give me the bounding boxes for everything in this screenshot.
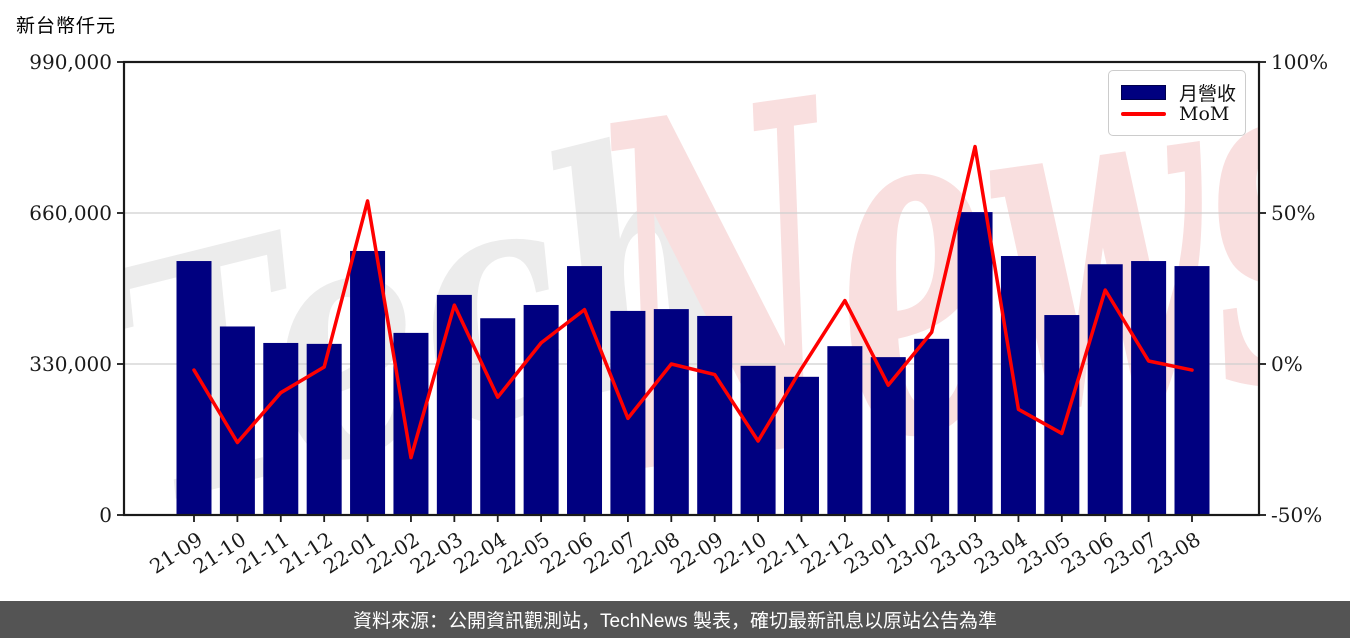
revenue-bar-22-11 [783,376,819,515]
revenue-mom-chart: TechNews0330,000660,000990,000-50%0%50%1… [29,50,1328,579]
revenue-bar-23-04 [1000,256,1036,515]
revenue-bar-23-02 [914,338,950,515]
mom-line [192,144,1194,460]
revenue-bar-22-09 [697,315,733,515]
revenue-bar-22-05 [523,304,559,515]
revenue-bar-22-01 [350,250,386,515]
revenue-bar-22-08 [653,309,689,515]
revenue-bar-22-04 [480,318,516,515]
left-tick-label-660000: 660,000 [29,201,112,225]
plot-border [122,60,1261,517]
revenue-bar-23-07 [1131,261,1167,515]
revenue-bar-22-12 [827,346,863,515]
left-tick-label-0: 0 [99,503,112,527]
right-tick-label-100: 100% [1271,50,1328,74]
legend-label-mom: MoM [1179,103,1230,125]
revenue-bar-23-05 [1044,315,1080,515]
source-caption-text: 資料來源：公開資訊觀測站，TechNews 製表，確切最新訊息以原站公告為準 [353,611,997,632]
right-tick-label--50: -50% [1271,503,1322,527]
revenue-bar-21-11 [263,342,299,515]
left-tick-label-330000: 330,000 [29,352,112,376]
revenue-bar-23-03 [957,212,993,516]
revenue-bar-23-06 [1087,264,1123,515]
revenue-bar-23-08 [1174,266,1210,515]
revenue-bar-swatch-icon [1121,84,1166,100]
revenue-bar-22-06 [567,266,603,515]
legend-item-revenue: 月營收 [1121,81,1237,105]
source-caption-bar: 資料來源：公開資訊觀測站，TechNews 製表，確切最新訊息以原站公告為準 [0,601,1350,638]
left-tick-label-990000: 990,000 [29,50,112,74]
mom-line-swatch-icon [1121,112,1166,116]
revenue-bar-22-07 [610,310,646,515]
chart-legend: 月營收 MoM [1108,70,1246,136]
revenue-bar-22-02 [393,332,429,515]
y-axis-unit-label: 新台幣仟元 [16,16,117,37]
revenue-bar-23-01 [870,357,906,515]
revenue-bar-21-12 [306,343,342,515]
legend-label-revenue: 月營收 [1179,82,1237,105]
right-tick-label-0: 0% [1271,352,1303,376]
right-tick-label-50: 50% [1271,201,1315,225]
legend-item-mom: MoM [1121,103,1233,125]
